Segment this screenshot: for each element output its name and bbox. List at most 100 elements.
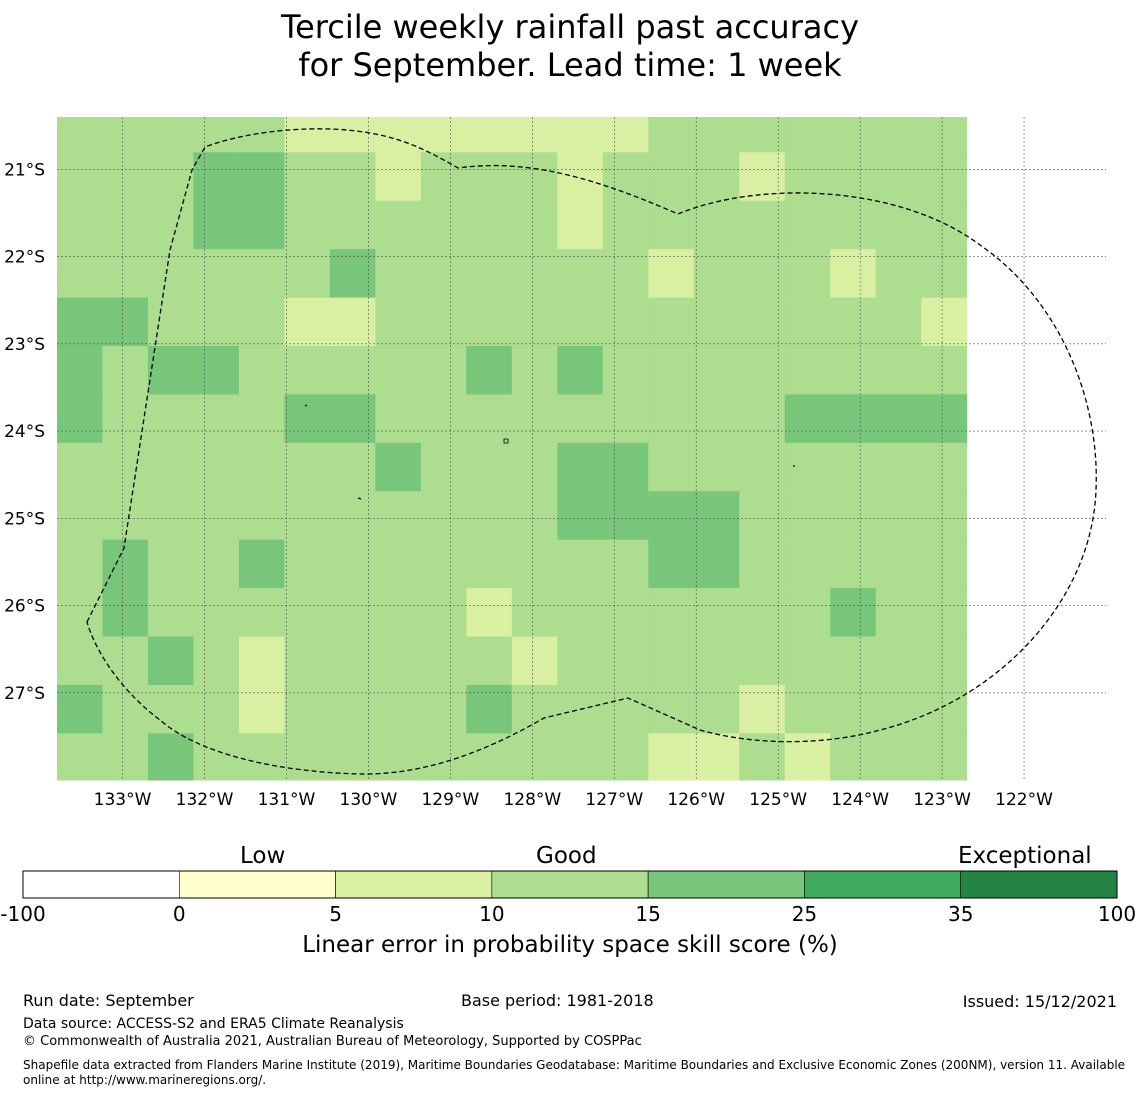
grid-cell [557, 394, 604, 444]
grid-cell [921, 733, 968, 781]
grid-cell [284, 345, 331, 395]
grid-cell [284, 200, 331, 250]
grid-cell [466, 588, 513, 637]
grid-cell [147, 152, 194, 202]
issued-date: Issued: 15/12/2021 [962, 992, 1117, 1011]
grid-cell [739, 539, 786, 589]
grid-cell [511, 442, 558, 492]
grid-cell [784, 117, 831, 153]
grid-cell [648, 117, 695, 153]
grid-cell [466, 636, 513, 686]
grid-cell [511, 152, 558, 202]
grid-cell [238, 491, 285, 541]
island-marker [357, 497, 362, 500]
grid-cell [238, 394, 285, 444]
colorbar-segment [335, 870, 493, 899]
grid-cell [238, 297, 285, 347]
grid-cell [784, 249, 831, 299]
grid-cell [830, 442, 877, 492]
grid-cell [557, 297, 604, 347]
grid-cell [329, 636, 376, 686]
grid-cell [511, 345, 558, 395]
grid-cell [147, 249, 194, 299]
grid-cell [739, 345, 786, 395]
lon-tick-label: 123°W [913, 790, 971, 810]
grid-cell [648, 152, 695, 202]
grid-cell [329, 152, 376, 202]
grid-cell [784, 684, 831, 734]
grid-cell [739, 117, 786, 153]
grid-cell [693, 152, 740, 202]
base-period: Base period: 1981-2018 [461, 991, 654, 1010]
grid-cell [875, 733, 922, 781]
grid-cell [739, 297, 786, 347]
grid-cell [238, 442, 285, 492]
grid-cell [648, 394, 695, 444]
grid-cell [693, 442, 740, 492]
grid-cell [557, 733, 604, 781]
grid-cell [693, 733, 740, 781]
grid-cell [830, 636, 877, 686]
grid-cell [511, 684, 558, 734]
grid-cell [147, 394, 194, 444]
lat-tick-label: 21°S [4, 160, 45, 180]
grid-cell [602, 636, 649, 686]
island-marker [304, 404, 308, 407]
grid-cell [875, 345, 922, 395]
grid-cell [57, 297, 103, 347]
grid-cell [466, 297, 513, 347]
grid-cell [420, 249, 467, 299]
grid-cell [57, 588, 103, 637]
grid-cell [511, 491, 558, 541]
grid-cell [693, 588, 740, 637]
grid-cell [921, 684, 968, 734]
grid-cell [830, 588, 877, 637]
grid-cell [830, 152, 877, 202]
grid-cell [784, 733, 831, 781]
grid-cell [466, 249, 513, 299]
grid-cell [375, 345, 422, 395]
grid-cell [329, 442, 376, 492]
grid-cell [57, 117, 103, 153]
grid-cell [921, 297, 968, 347]
grid-cell [602, 249, 649, 299]
grid-cell [739, 491, 786, 541]
grid-cell [420, 394, 467, 444]
grid-cell [693, 117, 740, 153]
grid-cell [420, 684, 467, 734]
grid-cell [921, 200, 968, 250]
grid-cell [557, 200, 604, 250]
grid-cell [102, 442, 149, 492]
grid-cell [284, 394, 331, 444]
grid-cell [147, 442, 194, 492]
grid-cell [147, 636, 194, 686]
colorbar-segment [491, 870, 649, 899]
grid-cell [193, 491, 240, 541]
lon-tick-label: 129°W [421, 790, 479, 810]
grid-cell [102, 117, 149, 153]
grid-cell [875, 442, 922, 492]
graticule [57, 117, 1106, 780]
grid-cell [193, 152, 240, 202]
grid-cell [693, 636, 740, 686]
grid-cell [921, 152, 968, 202]
colorbar [22, 870, 1118, 899]
grid-cell [375, 297, 422, 347]
lon-tick-label: 126°W [667, 790, 725, 810]
grid-cell [375, 200, 422, 250]
grid-cell [511, 733, 558, 781]
grid-cell [193, 200, 240, 250]
grid-cell [557, 152, 604, 202]
grid-cell [57, 442, 103, 492]
grid-cell [739, 442, 786, 492]
lat-tick-label: 23°S [4, 335, 45, 355]
grid-cell [329, 200, 376, 250]
grid-cell [921, 491, 968, 541]
grid-cell [193, 442, 240, 492]
grid-cell [875, 684, 922, 734]
grid-cell [329, 491, 376, 541]
grid-cell [420, 491, 467, 541]
grid-cell [830, 117, 877, 153]
grid-cell [602, 491, 649, 541]
